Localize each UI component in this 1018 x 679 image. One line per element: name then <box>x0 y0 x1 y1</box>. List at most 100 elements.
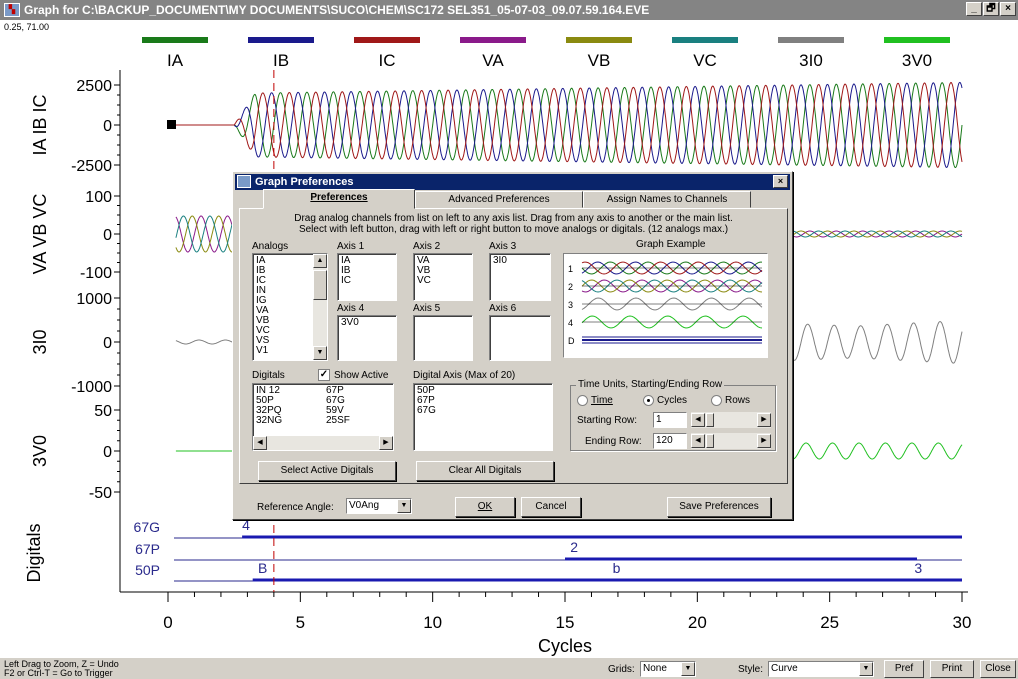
scroll-thumb[interactable] <box>313 270 327 300</box>
analog-item[interactable]: VB <box>256 315 270 326</box>
select-active-digitals-button[interactable]: Select Active Digitals <box>258 461 396 481</box>
example-trace <box>581 279 763 293</box>
axis-item[interactable]: VA <box>417 255 430 266</box>
digital-axis-item[interactable]: 67G <box>417 405 436 416</box>
axis-3-list[interactable]: 3I0 <box>489 253 551 301</box>
tab-preferences[interactable]: Preferences <box>263 189 415 209</box>
digital-item[interactable]: 50P <box>256 395 274 406</box>
slider-right-icon[interactable]: ▶ <box>757 434 771 448</box>
cancel-button[interactable]: Cancel <box>521 497 581 517</box>
axis-4-list[interactable]: 3V0 <box>337 315 397 361</box>
ending-row-slider[interactable]: ◀ ▶ <box>691 433 771 449</box>
digital-item[interactable]: IN 12 <box>256 385 280 396</box>
axis-6-list[interactable] <box>489 315 551 361</box>
digital-item[interactable]: 67G <box>326 395 345 406</box>
axis-item[interactable]: 3I0 <box>493 255 507 266</box>
window-controls: _ 🗗 × <box>966 2 1016 16</box>
digital-item[interactable]: 32NG <box>256 415 283 426</box>
analog-item[interactable]: VA <box>256 305 269 316</box>
axis-item[interactable]: 3V0 <box>341 317 359 328</box>
chevron-down-icon[interactable]: ▼ <box>397 499 411 513</box>
analogs-scrollbar[interactable]: ▲ ▼ <box>313 254 327 360</box>
style-select[interactable]: Curve ▼ <box>768 661 874 677</box>
radio-cycles[interactable] <box>643 395 654 406</box>
ending-row-input[interactable]: 120 <box>653 433 687 449</box>
scroll-left-icon[interactable]: ◀ <box>253 436 267 450</box>
clear-all-digitals-button[interactable]: Clear All Digitals <box>416 461 554 481</box>
dialog-close-button[interactable]: × <box>773 175 788 188</box>
close-window-button[interactable]: × <box>1000 2 1016 16</box>
grids-select[interactable]: None ▼ <box>640 661 696 677</box>
digitals-hscroll[interactable]: ◀ ▶ <box>253 436 393 450</box>
axis-2-label: Axis 2 <box>413 241 441 252</box>
digital-axis-item[interactable]: 50P <box>417 385 435 396</box>
analog-item[interactable]: IA <box>256 255 266 266</box>
ok-button[interactable]: OK <box>455 497 515 517</box>
legend-label: IC <box>379 51 396 70</box>
tab-advanced-preferences[interactable]: Advanced Preferences <box>415 191 583 208</box>
radio-rows-label: Rows <box>725 395 751 406</box>
axis-item[interactable]: IB <box>341 265 351 276</box>
legend-swatch <box>460 37 526 43</box>
axis-item[interactable]: IC <box>341 275 351 286</box>
chevron-down-icon[interactable]: ▼ <box>681 662 695 676</box>
dialog-title-bar[interactable]: Graph Preferences × <box>235 174 790 190</box>
legend-label: VB <box>588 51 611 70</box>
analog-item[interactable]: V1 <box>256 345 269 356</box>
trace-start-marker <box>167 120 176 129</box>
show-active-label: Show Active <box>334 370 389 381</box>
axis-2-list[interactable]: VA VB VC <box>413 253 473 301</box>
analog-item[interactable]: IG <box>256 295 267 306</box>
digital-item[interactable]: 67P <box>326 385 344 396</box>
digital-marker-label: B <box>258 560 267 576</box>
analogs-label: Analogs <box>252 241 289 252</box>
show-active-checkbox[interactable]: ✓ <box>318 369 330 381</box>
axis-item[interactable]: IA <box>341 255 351 266</box>
pref-button[interactable]: Pref <box>884 660 924 678</box>
hint-text: Left Drag to Zoom, Z = Undo F2 or Ctrl-T… <box>4 660 119 678</box>
y-tick-label: 100 <box>85 189 112 206</box>
analogs-list[interactable]: IA IB IC IN IG VA VB VC VS V1 ▲ ▼ <box>252 253 328 361</box>
axis-item[interactable]: VC <box>417 275 431 286</box>
starting-row-slider[interactable]: ◀ ▶ <box>691 412 771 428</box>
scroll-right-icon[interactable]: ▶ <box>379 436 393 450</box>
starting-row-input[interactable]: 1 <box>653 412 687 428</box>
grids-value: None <box>643 663 667 674</box>
digital-item[interactable]: 32PQ <box>256 405 282 416</box>
digitals-list[interactable]: IN 12 50P 32PQ 32NG 67P 67G 59V 25SF ◀ ▶ <box>252 383 394 451</box>
slider-thumb[interactable] <box>706 413 714 427</box>
analog-item[interactable]: IB <box>256 265 266 276</box>
analog-item[interactable]: IC <box>256 275 266 286</box>
digital-axis-item[interactable]: 67P <box>417 395 435 406</box>
axis-1-list[interactable]: IA IB IC <box>337 253 397 301</box>
slider-right-icon[interactable]: ▶ <box>757 413 771 427</box>
y-tick-label: 0 <box>103 227 112 244</box>
chevron-down-icon[interactable]: ▼ <box>859 662 873 676</box>
radio-rows[interactable] <box>711 395 722 406</box>
reference-angle-select[interactable]: V0Ang ▼ <box>346 498 412 514</box>
close-button[interactable]: Close <box>980 660 1016 678</box>
scroll-down-icon[interactable]: ▼ <box>313 346 327 360</box>
y-tick-label: 50 <box>94 403 112 420</box>
legend-swatch <box>248 37 314 43</box>
slider-left-icon[interactable]: ◀ <box>691 413 705 427</box>
minimize-button[interactable]: _ <box>966 2 982 16</box>
print-button[interactable]: Print <box>930 660 974 678</box>
radio-time[interactable] <box>577 395 588 406</box>
analog-item[interactable]: IN <box>256 285 266 296</box>
slider-left-icon[interactable]: ◀ <box>691 434 705 448</box>
digital-item[interactable]: 25SF <box>326 415 350 426</box>
scroll-up-icon[interactable]: ▲ <box>313 254 327 268</box>
tab-assign-names[interactable]: Assign Names to Channels <box>583 191 751 208</box>
axis-5-list[interactable] <box>413 315 473 361</box>
digital-item[interactable]: 59V <box>326 405 344 416</box>
axis-item[interactable]: VB <box>417 265 431 276</box>
analog-item[interactable]: VS <box>256 335 270 346</box>
maximize-button[interactable]: 🗗 <box>983 2 999 16</box>
radio-cycles-label: Cycles <box>657 395 688 406</box>
digital-axis-list[interactable]: 50P 67P 67G <box>413 383 553 451</box>
save-preferences-button[interactable]: Save Preferences <box>667 497 771 517</box>
slider-thumb[interactable] <box>706 434 714 448</box>
analog-item[interactable]: VC <box>256 325 270 336</box>
